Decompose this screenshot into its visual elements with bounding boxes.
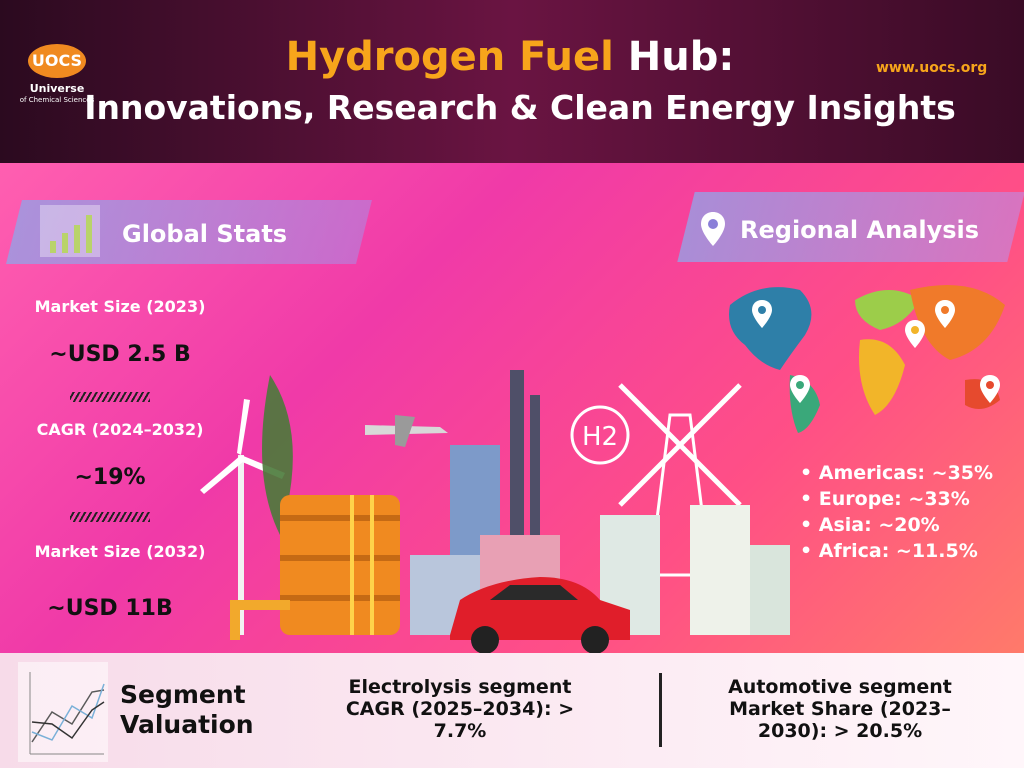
stat-value-cagr: ~19%	[74, 465, 146, 490]
divider-hatch	[70, 392, 150, 402]
website-link[interactable]: www.uocs.org	[876, 60, 988, 76]
region-list: Americas: ~35% Europe: ~33% Asia: ~20% A…	[800, 460, 993, 564]
logo-subtitle-small: of Chemical Sciences	[19, 96, 95, 104]
stat-label-cagr: CAGR (2024–2032)	[36, 420, 204, 439]
location-pin-icon	[701, 212, 725, 246]
regional-analysis-heading: Regional Analysis	[740, 216, 980, 244]
automotive-segment-text: Automotive segment Market Share (2023– 2…	[710, 676, 970, 742]
region-item-americas: Americas: ~35%	[800, 460, 993, 486]
hydrogen-industry-illustration: H2	[200, 370, 790, 653]
uocs-logo[interactable]: UOCS	[28, 44, 86, 78]
page-title: Hydrogen Fuel Hub:	[150, 34, 870, 80]
global-stats-heading: Global Stats	[122, 220, 288, 248]
automotive-line3: 2030): > 20.5%	[757, 720, 923, 742]
electrolysis-line1: Electrolysis segment	[348, 676, 572, 698]
stat-value-market-2023: ~USD 2.5 B	[49, 342, 191, 367]
automotive-line1: Automotive segment	[728, 676, 952, 698]
stat-value-market-2032: ~USD 11B	[47, 596, 173, 621]
region-item-europe: Europe: ~33%	[800, 486, 993, 512]
segment-title-line1: Segment	[120, 680, 246, 709]
automotive-line2: Market Share (2023–	[729, 698, 951, 720]
h2-label: H2	[582, 422, 618, 452]
title-highlight: Hydrogen Fuel	[285, 34, 614, 80]
segment-divider	[659, 673, 662, 747]
line-chart-icon	[18, 662, 108, 762]
stat-label-market-2032: Market Size (2032)	[34, 542, 206, 561]
region-item-africa: Africa: ~11.5%	[800, 538, 993, 564]
segment-valuation-title: Segment Valuation	[120, 680, 254, 740]
world-map-illustration	[729, 285, 1005, 433]
region-item-asia: Asia: ~20%	[800, 512, 993, 538]
electrolysis-line2: CAGR (2025–2034): >	[345, 698, 575, 720]
logo-subtitle: Universe	[29, 82, 85, 95]
title-rest: Hub:	[627, 34, 735, 80]
bar-chart-icon	[40, 205, 100, 257]
electrolysis-segment-text: Electrolysis segment CAGR (2025–2034): >…	[330, 676, 590, 742]
divider-hatch	[70, 512, 150, 522]
electrolysis-line3: 7.7%	[433, 720, 487, 742]
header-band	[0, 0, 1024, 163]
stat-label-market-2023: Market Size (2023)	[34, 297, 206, 316]
segment-title-line2: Valuation	[120, 710, 254, 739]
segment-panel	[0, 653, 1024, 768]
page-subtitle: Innovations, Research & Clean Energy Ins…	[84, 88, 956, 127]
